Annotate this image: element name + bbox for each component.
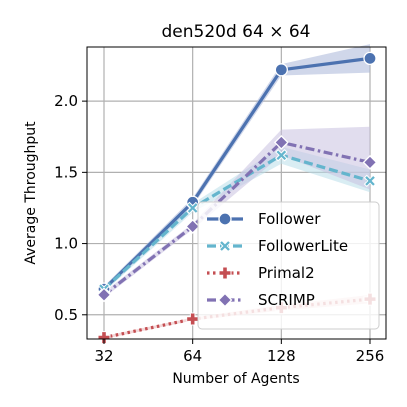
band-follower <box>104 44 370 292</box>
plot-frame <box>86 46 387 340</box>
band-followerlite <box>104 146 370 292</box>
point-follower-2 <box>274 63 288 77</box>
y-axis-ticks: 0.5 1.0 1.5 2.0 <box>54 92 87 324</box>
legend-label-followerlite: FollowerLite <box>258 237 348 255</box>
point-scrimp-0 <box>96 287 112 303</box>
x-tick-label-3: 256 <box>356 347 385 365</box>
legend-label-primal2: Primal2 <box>258 264 315 282</box>
x-axis-ticks: 32 64 128 256 <box>94 339 384 365</box>
line-follower <box>102 56 371 291</box>
x-tick-label-1: 64 <box>183 347 202 365</box>
point-followerlite-3 <box>363 174 377 188</box>
point-follower-3 <box>363 51 377 66</box>
point-followerlite-1 <box>186 201 199 215</box>
point-scrimp-3 <box>362 154 378 170</box>
point-scrimp-1 <box>185 219 201 234</box>
y-tick-label-3: 2.0 <box>54 92 78 110</box>
legend-marker-follower <box>218 212 232 226</box>
legend-marker-primal2 <box>218 266 232 280</box>
line-followerlite <box>102 153 371 291</box>
point-primal2-0 <box>97 331 111 345</box>
line-scrimp <box>103 140 371 297</box>
chart-title: den520d 64 × 64 <box>162 22 311 42</box>
y-axis-label: Average Throughput <box>23 121 39 265</box>
point-scrimp-2 <box>273 135 289 150</box>
y-tick-label-1: 1.0 <box>54 235 78 253</box>
x-tick-label-0: 32 <box>94 347 113 365</box>
legend-label-follower: Follower <box>258 210 321 228</box>
y-tick-label-2: 1.5 <box>54 163 78 181</box>
legend-box <box>197 201 380 330</box>
x-tick-label-2: 128 <box>267 347 296 365</box>
series-lines <box>102 56 371 340</box>
band-scrimp <box>104 126 370 298</box>
y-tick-label-0: 0.5 <box>54 306 78 324</box>
legend-label-scrimp: SCRIMP <box>258 291 315 309</box>
legend-marker-followerlite <box>218 239 232 253</box>
legend-marker-scrimp <box>217 292 233 308</box>
x-axis-label: Number of Agents <box>172 371 299 387</box>
point-followerlite-2 <box>275 149 288 162</box>
point-primal2-1 <box>186 312 200 326</box>
legend: Follower FollowerLite Primal2 SCRIMP <box>197 201 380 330</box>
